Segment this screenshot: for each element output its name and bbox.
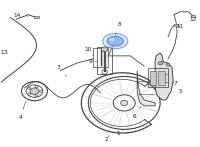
Ellipse shape — [103, 34, 128, 49]
Circle shape — [121, 100, 128, 106]
Bar — [191, 15, 195, 17]
Text: 12: 12 — [189, 16, 197, 22]
Bar — [148, 68, 168, 87]
Bar — [174, 24, 178, 26]
Bar — [150, 71, 156, 85]
Bar — [97, 47, 112, 74]
Text: 4: 4 — [19, 101, 26, 120]
Circle shape — [166, 63, 170, 66]
Polygon shape — [137, 71, 155, 106]
Circle shape — [28, 93, 31, 95]
Text: 14: 14 — [14, 13, 28, 18]
Text: 2: 2 — [104, 135, 109, 142]
Circle shape — [39, 90, 43, 92]
Ellipse shape — [110, 38, 115, 41]
Circle shape — [35, 95, 38, 97]
Polygon shape — [155, 53, 173, 100]
Text: 8: 8 — [115, 22, 121, 35]
Ellipse shape — [107, 36, 123, 46]
Circle shape — [35, 85, 38, 88]
Text: 10: 10 — [85, 47, 93, 56]
Text: 5: 5 — [173, 82, 182, 94]
Text: 7: 7 — [168, 79, 177, 86]
Text: 13: 13 — [1, 50, 8, 55]
Bar — [93, 48, 108, 67]
Text: 1: 1 — [116, 129, 124, 136]
Text: 3: 3 — [57, 65, 66, 76]
Text: 11: 11 — [176, 24, 184, 29]
Circle shape — [158, 61, 163, 65]
Text: 9: 9 — [89, 59, 97, 64]
Circle shape — [101, 47, 108, 52]
Circle shape — [30, 88, 39, 94]
Text: 6: 6 — [132, 107, 141, 119]
Bar — [34, 16, 39, 18]
Circle shape — [28, 87, 31, 90]
Bar — [158, 71, 165, 85]
